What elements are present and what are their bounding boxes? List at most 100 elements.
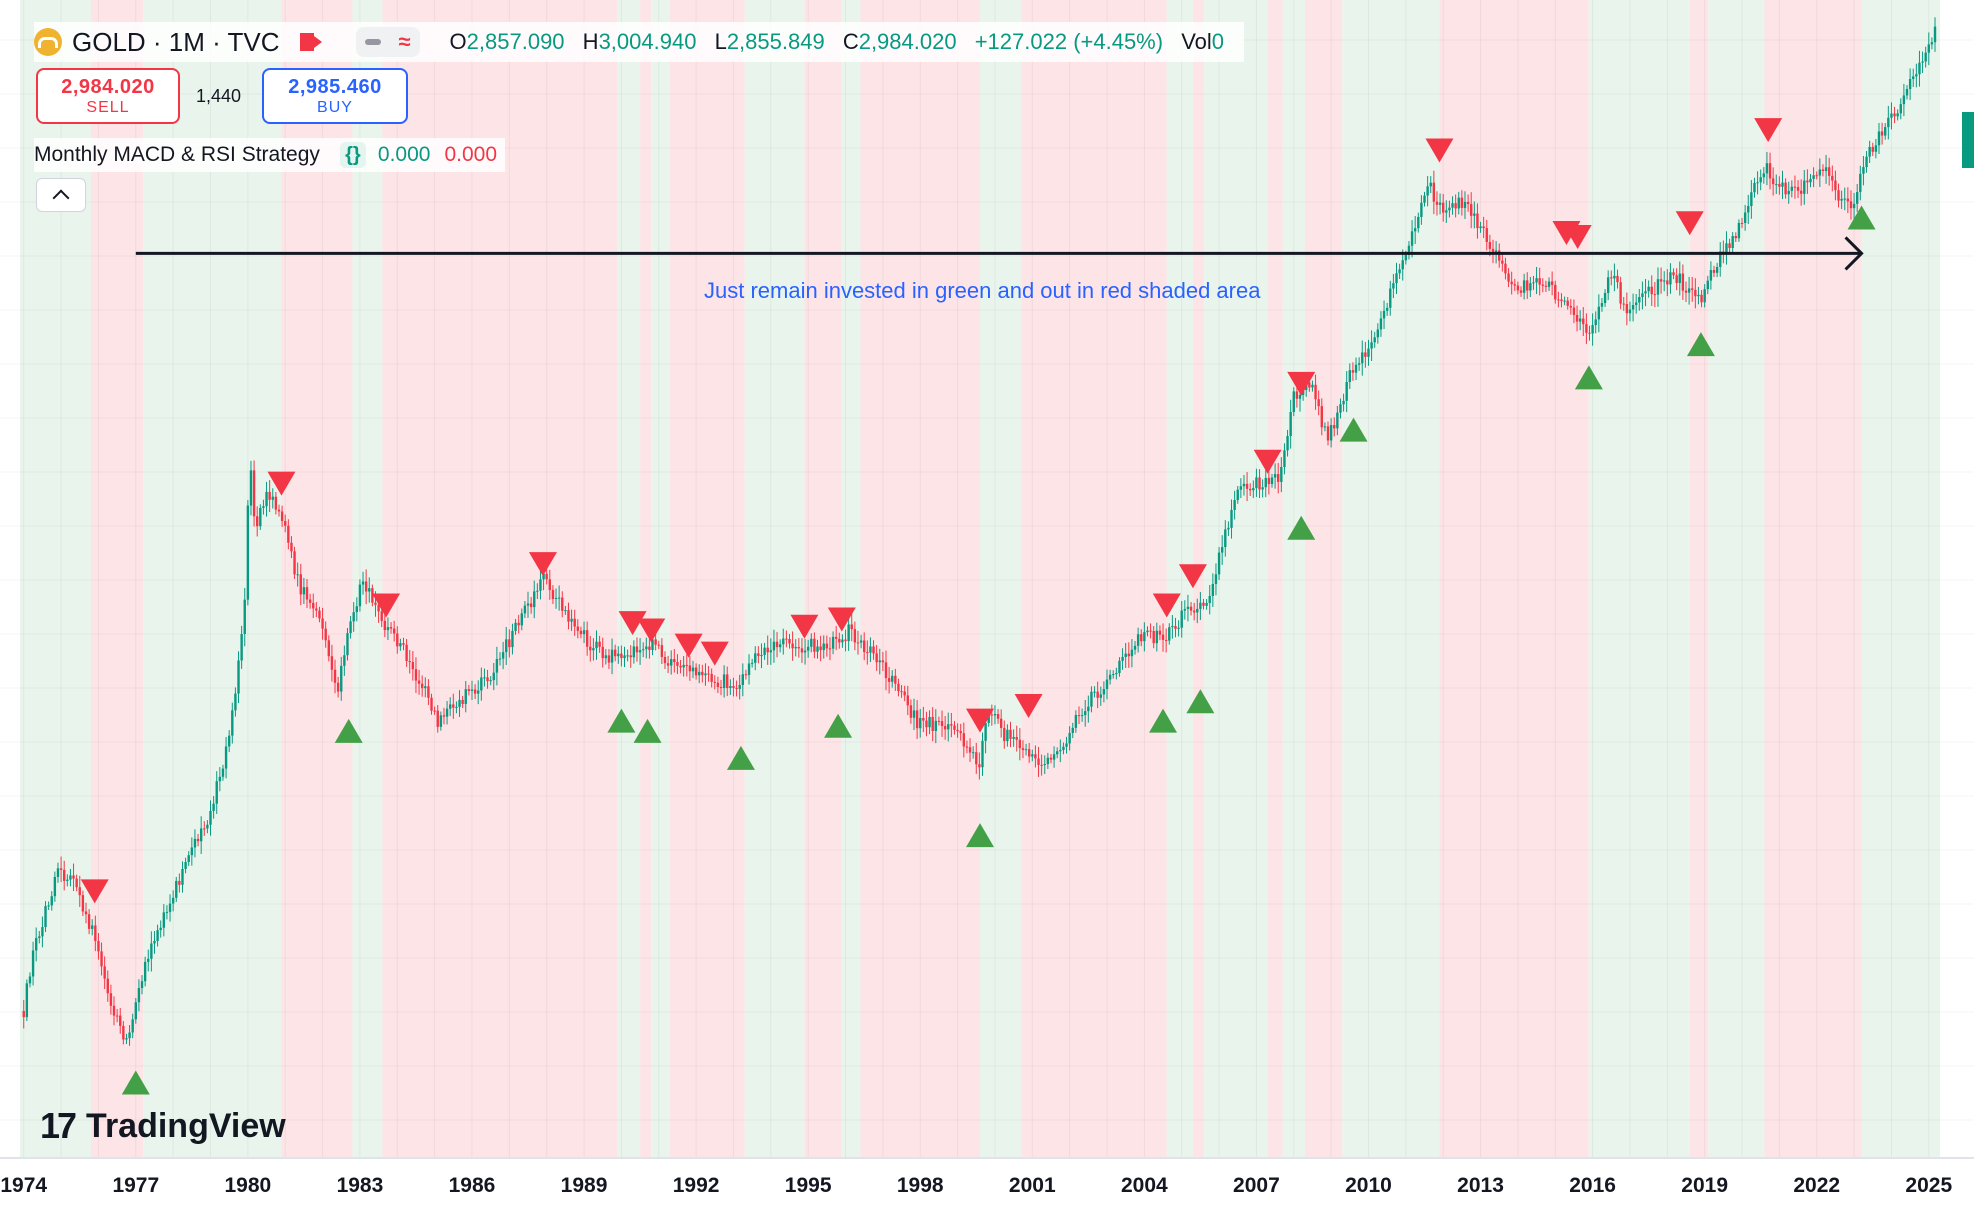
- buy-signal-marker: [607, 708, 636, 733]
- candle-body: [1012, 736, 1015, 739]
- candle-body: [1834, 180, 1837, 191]
- sell-price: 2,984.020: [61, 75, 155, 98]
- symbol-legend[interactable]: GOLD · 1M · TVC ≈ O2,857.090 H3,004.940 …: [34, 22, 1245, 62]
- candle-body: [533, 591, 536, 608]
- candle-body: [1768, 163, 1772, 179]
- candle-body: [249, 470, 253, 506]
- candle-body: [1731, 236, 1734, 248]
- status-pill[interactable]: ≈: [355, 27, 420, 57]
- candle-body: [919, 718, 922, 729]
- candle-body: [1065, 743, 1068, 747]
- candle-body: [1790, 186, 1794, 191]
- candle-body: [592, 648, 595, 651]
- candle-body: [1719, 251, 1722, 267]
- candle-body: [1890, 113, 1893, 118]
- candle-body: [69, 875, 72, 880]
- candle-body: [498, 658, 502, 660]
- sell-signal-marker: [372, 593, 401, 618]
- candle-body: [1102, 689, 1106, 695]
- sell-button[interactable]: 2,984.020 SELL: [36, 68, 180, 124]
- candle-body: [1199, 602, 1202, 609]
- low-label: L: [714, 29, 727, 54]
- buy-button[interactable]: 2,985.460 BUY: [262, 68, 408, 124]
- collapse-legend-button[interactable]: [36, 178, 86, 212]
- candle-body: [199, 828, 203, 842]
- candle-body: [744, 674, 748, 676]
- regime-zone-green: [20, 0, 91, 1158]
- candle-body: [87, 914, 91, 929]
- candle-body: [1747, 206, 1750, 213]
- candle-body: [1239, 486, 1243, 490]
- price-scale-tab[interactable]: [1962, 112, 1974, 168]
- candle-body: [732, 686, 735, 688]
- regime-zone-green: [1342, 0, 1440, 1158]
- candle-body: [458, 699, 461, 707]
- buy-signal-marker: [1339, 417, 1368, 442]
- sell-signal-marker: [528, 552, 557, 577]
- candle-body: [738, 684, 741, 689]
- symbol-title[interactable]: GOLD · 1M · TVC: [72, 26, 280, 57]
- candle-body: [554, 598, 558, 600]
- candle-body: [959, 731, 962, 734]
- regime-zone-green: [1708, 0, 1765, 1158]
- candle-body: [891, 675, 894, 682]
- sell-signal-marker: [827, 607, 856, 632]
- candle-body: [1295, 391, 1299, 399]
- high-value: 3,004.940: [598, 29, 697, 54]
- candle-body: [259, 507, 262, 527]
- candle-body: [168, 903, 172, 912]
- candle-body: [1311, 384, 1314, 388]
- candle-body: [203, 828, 206, 830]
- candle-body: [1681, 273, 1685, 291]
- indicator-legend[interactable]: Monthly MACD & RSI Strategy {} 0.000 0.0…: [34, 138, 506, 172]
- candle-body: [1485, 228, 1488, 243]
- candle-body: [147, 958, 150, 962]
- candle-body: [564, 610, 567, 612]
- candle-body: [511, 630, 514, 648]
- candle-body: [1003, 727, 1006, 742]
- candle-body: [529, 603, 533, 608]
- candle-body: [1759, 177, 1762, 183]
- candle-body: [1650, 286, 1653, 295]
- candle-body: [231, 710, 234, 736]
- candle-body: [346, 633, 349, 656]
- x-tick-label: 1974: [0, 1174, 48, 1197]
- candle-body: [1491, 248, 1495, 254]
- candle-body: [246, 505, 250, 600]
- candle-body: [1501, 260, 1504, 264]
- flag-icon[interactable]: [299, 33, 322, 51]
- indicator-name[interactable]: Monthly MACD & RSI Strategy: [34, 143, 320, 166]
- candle-body: [679, 665, 682, 668]
- chevron-up-icon: [52, 189, 70, 207]
- candle-body: [1074, 715, 1078, 728]
- candle-body: [735, 687, 738, 689]
- candle-body: [227, 735, 231, 747]
- candle-body: [293, 551, 296, 575]
- candle-body: [523, 605, 527, 614]
- candle-body: [1261, 487, 1264, 490]
- candle-body: [1130, 649, 1134, 657]
- x-tick-label: 2010: [1345, 1174, 1392, 1197]
- candle-body: [1373, 337, 1376, 343]
- candle-body: [396, 633, 399, 647]
- candle-body: [1037, 758, 1040, 765]
- braces-icon[interactable]: {}: [339, 142, 366, 168]
- buy-signal-marker: [726, 745, 755, 770]
- buy-signal-marker: [121, 1070, 150, 1095]
- candle-body: [1498, 250, 1501, 261]
- candle-body: [1470, 204, 1473, 216]
- candle-body: [1099, 694, 1102, 698]
- candle-body: [1622, 303, 1625, 305]
- candle-body: [392, 628, 396, 634]
- candle-body: [925, 720, 928, 728]
- candle-body: [694, 667, 698, 676]
- candle-body: [358, 584, 362, 607]
- buy-signal-marker: [334, 718, 363, 743]
- candle-body: [1124, 653, 1127, 657]
- candle-body: [1277, 474, 1280, 482]
- candle-body: [1049, 757, 1053, 760]
- candle-body: [660, 645, 664, 658]
- candle-body: [1361, 352, 1364, 364]
